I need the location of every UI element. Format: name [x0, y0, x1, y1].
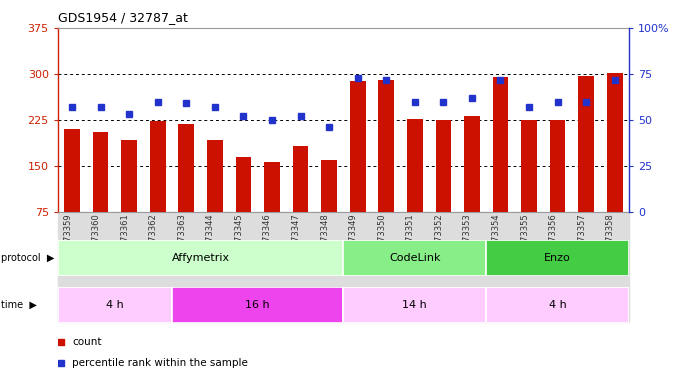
Bar: [58, 240, 343, 276]
Bar: [86, 212, 115, 322]
Bar: [143, 212, 172, 322]
Bar: [321, 160, 337, 212]
Bar: [207, 140, 223, 212]
Bar: [172, 212, 201, 322]
Bar: [486, 240, 629, 276]
Bar: [549, 120, 566, 212]
Bar: [121, 140, 137, 212]
Bar: [58, 287, 172, 322]
Bar: [64, 129, 80, 212]
Text: 4 h: 4 h: [549, 300, 566, 310]
Bar: [515, 212, 543, 322]
Bar: [458, 212, 486, 322]
Bar: [343, 212, 372, 322]
Text: count: count: [72, 337, 101, 347]
Bar: [343, 287, 486, 322]
Bar: [229, 212, 258, 322]
Bar: [292, 146, 309, 212]
Text: GDS1954 / 32787_at: GDS1954 / 32787_at: [58, 11, 188, 24]
Bar: [115, 212, 143, 322]
Bar: [578, 76, 594, 212]
Bar: [543, 212, 572, 322]
Bar: [521, 120, 537, 212]
Bar: [492, 77, 509, 212]
Bar: [572, 212, 600, 322]
Text: 4 h: 4 h: [106, 300, 124, 310]
Bar: [407, 119, 423, 212]
Bar: [350, 81, 366, 212]
Bar: [150, 121, 166, 212]
Bar: [464, 116, 480, 212]
Bar: [178, 124, 194, 212]
Bar: [429, 212, 458, 322]
Bar: [235, 157, 252, 212]
Bar: [343, 240, 486, 276]
Bar: [315, 212, 343, 322]
Text: time  ▶: time ▶: [1, 300, 37, 310]
Text: 16 h: 16 h: [245, 300, 270, 310]
Bar: [264, 162, 280, 212]
Text: percentile rank within the sample: percentile rank within the sample: [72, 358, 248, 368]
Bar: [172, 287, 343, 322]
Text: Affymetrix: Affymetrix: [171, 253, 230, 263]
Bar: [258, 212, 286, 322]
Text: 14 h: 14 h: [403, 300, 427, 310]
Bar: [486, 212, 515, 322]
Bar: [401, 212, 429, 322]
Bar: [58, 212, 86, 322]
Text: CodeLink: CodeLink: [389, 253, 441, 263]
Bar: [201, 212, 229, 322]
Bar: [435, 120, 452, 212]
Bar: [372, 212, 401, 322]
Text: protocol  ▶: protocol ▶: [1, 253, 54, 263]
Bar: [607, 73, 623, 212]
Bar: [92, 132, 109, 212]
Bar: [600, 212, 629, 322]
Bar: [286, 212, 315, 322]
Bar: [378, 80, 394, 212]
Text: Enzo: Enzo: [544, 253, 571, 263]
Bar: [486, 287, 629, 322]
